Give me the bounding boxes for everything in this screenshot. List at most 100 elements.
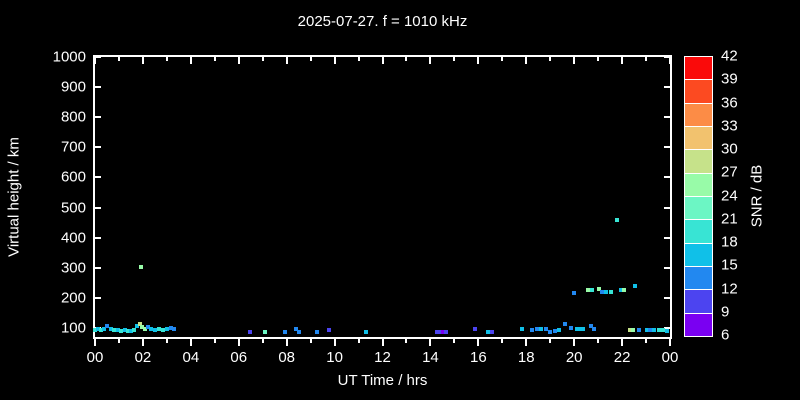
x-major-tick: [141, 339, 144, 346]
data-point: [656, 328, 661, 333]
chart-title: 2025-07-27. f = 1010 kHz: [297, 13, 468, 30]
colorbar-tick-label: 36: [721, 94, 738, 111]
colorbar-tick-label: 21: [721, 210, 738, 228]
x-minor-tick-top: [357, 57, 360, 61]
y-major-tick: [95, 266, 101, 269]
data-point: [296, 329, 301, 334]
y-major-tick: [95, 116, 101, 119]
x-tick-label: 08: [278, 349, 295, 366]
data-point: [586, 288, 591, 293]
x-major-tick: [429, 339, 432, 346]
x-major-tick: [573, 339, 576, 346]
x-minor-tick-top: [309, 57, 312, 61]
x-minor-tick-top: [597, 57, 600, 61]
colorbar-block: [685, 196, 712, 220]
x-major-tick: [669, 339, 671, 346]
y-major-tick-right: [664, 176, 670, 179]
data-point: [473, 327, 478, 332]
data-point: [575, 326, 580, 331]
y-major-tick-right: [664, 326, 670, 329]
x-tick-label: 14: [422, 349, 439, 366]
x-tick-label: 00: [86, 349, 104, 366]
data-point: [568, 325, 573, 330]
y-axis-title: Virtual height / km: [5, 137, 23, 257]
x-major-tick-top: [94, 57, 96, 64]
data-point: [633, 283, 638, 288]
y-major-tick-right: [664, 266, 670, 269]
data-point: [137, 322, 142, 327]
x-major-tick-top: [525, 57, 528, 64]
data-point: [614, 217, 619, 222]
data-point: [247, 329, 252, 334]
y-major-tick-right: [664, 206, 670, 209]
x-minor-tick: [213, 339, 216, 343]
data-point: [438, 329, 442, 334]
x-minor-tick: [597, 339, 600, 343]
x-minor-tick: [261, 339, 264, 343]
data-point: [139, 325, 144, 330]
x-minor-tick-top: [645, 57, 648, 61]
colorbar-tick-label: 39: [721, 70, 738, 88]
y-tick-label: 1000: [52, 48, 86, 66]
data-point: [603, 290, 608, 295]
snr-colorbar: [684, 56, 713, 337]
data-point: [589, 288, 594, 293]
y-major-tick-right: [664, 86, 670, 89]
data-point: [489, 330, 494, 335]
data-point: [444, 329, 449, 334]
colorbar-tick-label: 24: [721, 187, 738, 204]
data-point: [168, 325, 173, 330]
data-point: [128, 328, 133, 333]
data-point: [283, 329, 288, 334]
data-point: [661, 328, 666, 333]
colorbar-tick-label: 30: [721, 140, 738, 158]
colorbar-block: [685, 80, 712, 103]
data-point: [645, 328, 649, 333]
colorbar-block: [685, 103, 712, 126]
x-minor-tick-top: [117, 57, 120, 61]
x-tick-label: 16: [469, 349, 487, 366]
colorbar-tick-label: 33: [721, 117, 738, 135]
x-tick-label: 06: [230, 349, 248, 366]
data-point: [600, 289, 605, 294]
data-point: [95, 326, 100, 331]
data-point: [530, 328, 535, 333]
x-major-tick-top: [429, 57, 432, 64]
data-point: [160, 328, 165, 333]
data-point: [651, 328, 656, 333]
colorbar-title: SNR / dB: [748, 164, 766, 228]
y-major-tick: [95, 236, 101, 239]
data-point: [485, 329, 490, 334]
x-minor-tick-top: [213, 57, 216, 61]
x-minor-tick: [357, 339, 360, 343]
data-point: [441, 329, 446, 334]
data-point: [148, 326, 153, 331]
data-point: [520, 327, 525, 332]
y-tick-label: 300: [60, 259, 86, 277]
x-minor-tick: [309, 339, 312, 343]
x-minor-tick: [549, 339, 552, 343]
data-point: [596, 286, 601, 291]
data-point: [591, 327, 596, 332]
x-minor-tick-top: [405, 57, 408, 61]
y-major-tick-right: [664, 236, 670, 239]
x-minor-tick-top: [549, 57, 552, 61]
data-point: [118, 328, 123, 333]
x-tick-label: 10: [326, 349, 343, 366]
x-minor-tick: [501, 339, 504, 343]
x-major-tick-top: [141, 57, 144, 64]
data-point: [145, 325, 150, 330]
x-major-tick: [237, 339, 240, 346]
y-tick-label: 500: [60, 199, 86, 217]
x-major-tick: [621, 339, 624, 346]
x-tick-label: 22: [613, 349, 631, 366]
data-point: [152, 328, 157, 333]
data-point: [171, 326, 176, 331]
data-point: [104, 324, 109, 329]
colorbar-block: [685, 126, 712, 150]
colorbar-block: [685, 290, 712, 313]
data-point: [628, 328, 633, 333]
data-point: [294, 327, 299, 332]
x-major-tick-top: [573, 57, 576, 64]
